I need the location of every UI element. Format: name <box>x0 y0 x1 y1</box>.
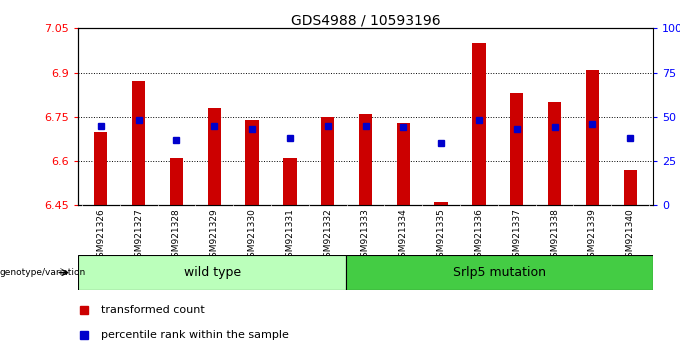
Text: GSM921327: GSM921327 <box>134 208 143 263</box>
Text: percentile rank within the sample: percentile rank within the sample <box>101 330 289 339</box>
Text: GSM921335: GSM921335 <box>437 208 445 263</box>
Text: GSM921332: GSM921332 <box>323 208 333 263</box>
Text: GSM921338: GSM921338 <box>550 208 559 263</box>
Bar <box>396 123 410 205</box>
Bar <box>624 170 636 205</box>
Bar <box>95 132 107 205</box>
Bar <box>435 202 447 205</box>
Bar <box>170 158 183 205</box>
Text: GSM921326: GSM921326 <box>97 208 105 263</box>
Text: GSM921336: GSM921336 <box>475 208 483 263</box>
Bar <box>548 102 561 205</box>
Text: GSM921328: GSM921328 <box>172 208 181 263</box>
Text: GSM921339: GSM921339 <box>588 208 597 263</box>
Text: GSM921337: GSM921337 <box>512 208 521 263</box>
Text: GSM921331: GSM921331 <box>286 208 294 263</box>
Bar <box>207 108 221 205</box>
Text: genotype/variation: genotype/variation <box>0 268 86 277</box>
Title: GDS4988 / 10593196: GDS4988 / 10593196 <box>290 13 441 27</box>
Bar <box>245 120 258 205</box>
Bar <box>473 43 486 205</box>
Bar <box>585 70 599 205</box>
Bar <box>78 255 346 290</box>
Bar <box>510 93 524 205</box>
Text: GSM921333: GSM921333 <box>361 208 370 263</box>
Bar <box>346 255 653 290</box>
Bar <box>132 81 146 205</box>
Bar <box>321 117 335 205</box>
Text: GSM921340: GSM921340 <box>626 208 634 263</box>
Text: GSM921334: GSM921334 <box>398 208 408 263</box>
Text: GSM921330: GSM921330 <box>248 208 256 263</box>
Text: GSM921329: GSM921329 <box>210 208 219 263</box>
Text: wild type: wild type <box>184 266 241 279</box>
Text: Srlp5 mutation: Srlp5 mutation <box>453 266 546 279</box>
Text: transformed count: transformed count <box>101 305 205 315</box>
Bar <box>284 158 296 205</box>
Bar <box>359 114 372 205</box>
